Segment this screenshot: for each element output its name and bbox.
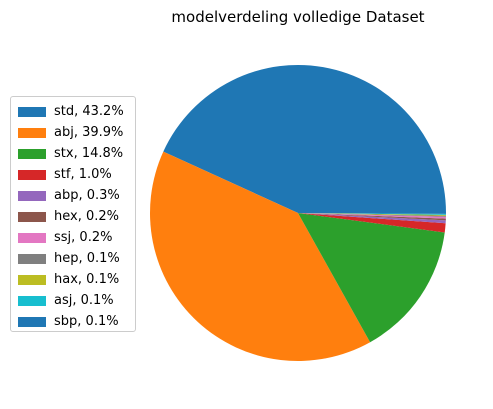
legend-swatch [18,128,46,138]
legend-label: hax, 0.1% [54,272,120,287]
pie-slice-sbp [298,213,446,214]
legend-swatch [18,212,46,222]
legend-label: abj, 39.9% [54,125,124,140]
pie-slice-std [163,65,446,213]
pie-slice-ssj [298,213,446,219]
legend-item-hax: hax, 0.1% [18,270,136,291]
pie-slice-hex [298,213,446,221]
legend-swatch [18,296,46,306]
legend-label: std, 43.2% [54,104,124,119]
legend-label: hep, 0.1% [54,251,120,266]
legend-swatch [18,317,46,327]
legend-item-abp: abp, 0.3% [18,186,136,207]
legend-item-sbp: sbp, 0.1% [18,312,136,333]
legend-swatch [18,254,46,264]
legend-item-hex: hex, 0.2% [18,207,136,228]
pie-slice-stf [298,213,446,233]
legend-label: asj, 0.1% [54,293,114,308]
legend-swatch [18,107,46,117]
legend-item-hep: hep, 0.1% [18,249,136,270]
legend-item-ssj: ssj, 0.2% [18,228,136,249]
legend-label: ssj, 0.2% [54,230,113,245]
pie-slice-abj [150,151,371,361]
legend-item-asj: asj, 0.1% [18,291,136,312]
legend-swatch [18,149,46,159]
pie-slice-hax [298,213,446,216]
pie-slice-asj [298,213,446,215]
legend-item-stx: stx, 14.8% [18,144,136,165]
legend-item-abj: abj, 39.9% [18,123,136,144]
legend-swatch [18,191,46,201]
pie-slice-stx [298,213,445,343]
legend-swatch [18,233,46,243]
pie-slices [150,65,446,361]
legend-swatch [18,170,46,180]
legend-label: abp, 0.3% [54,188,120,203]
legend-item-stf: stf, 1.0% [18,165,136,186]
legend: std, 43.2% abj, 39.9% stx, 14.8% stf, 1.0% a… [10,96,136,332]
chart-title: modelverdeling volledige Dataset [171,8,424,26]
pie-slice-abp [298,213,446,224]
legend-label: hex, 0.2% [54,209,119,224]
legend-item-std: std, 43.2% [18,102,136,123]
pie-slice-hep [298,213,446,217]
legend-label: stx, 14.8% [54,146,124,161]
legend-label: sbp, 0.1% [54,314,119,329]
legend-label: stf, 1.0% [54,167,112,182]
legend-swatch [18,275,46,285]
